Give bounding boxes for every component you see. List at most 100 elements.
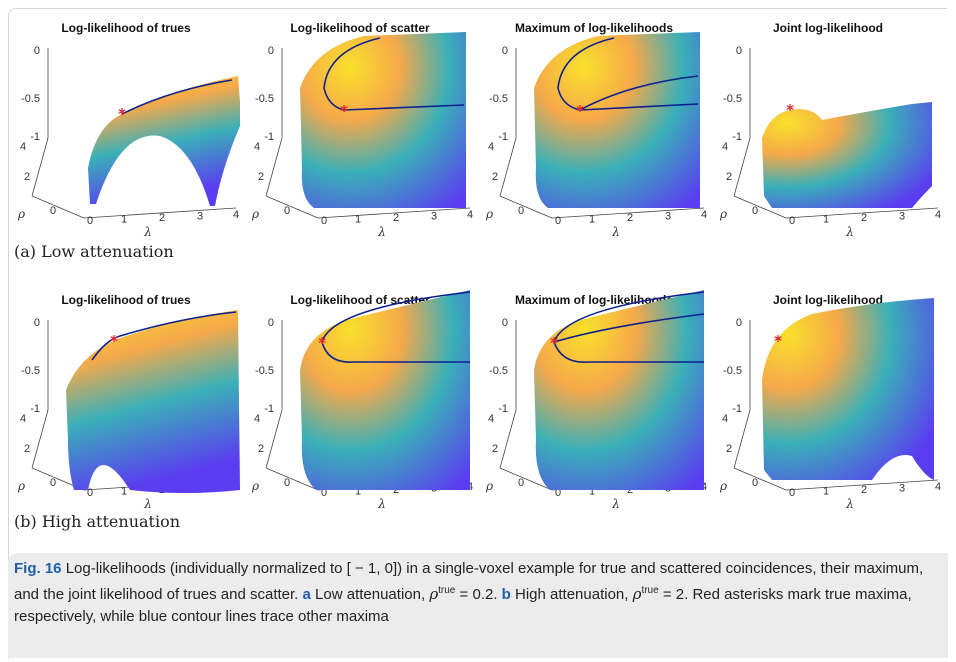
- caption-b-text: High attenuation,: [515, 586, 629, 603]
- rho-tick-label: 0: [752, 477, 758, 489]
- rho-tick-label: 0: [518, 477, 524, 489]
- lambda-axis-label: λ: [377, 225, 386, 239]
- caption-a-text: Low attenuation,: [315, 586, 426, 603]
- lambda-tick-label: 3: [899, 483, 905, 495]
- rho-axis-label: ρ: [17, 479, 25, 493]
- likelihood-surface: [66, 310, 240, 493]
- rho-tick-label: 2: [24, 443, 30, 455]
- figure-caption: Fig. 16 Log-likelihoods (individually no…: [14, 558, 934, 628]
- rho-tick-label: 0: [284, 205, 290, 217]
- z-tick-label: -0.5: [723, 93, 742, 105]
- axis-lines: [499, 320, 705, 491]
- likelihood-surface: [88, 76, 240, 206]
- rho-axis-label: ρ: [485, 479, 493, 493]
- true-maximum-asterisk: *: [318, 334, 326, 352]
- lambda-tick-label: 1: [589, 486, 595, 498]
- lambda-tick-label: 0: [555, 487, 561, 499]
- axis-lines: [265, 48, 471, 219]
- rho-tick-label: 0: [518, 205, 524, 217]
- rho-tick-label: 2: [258, 171, 264, 183]
- z-tick-label: -1: [732, 403, 742, 415]
- caption-b-value: = 2. Red asterisks mark true maxima, res…: [14, 586, 912, 625]
- lambda-tick-label: 4: [935, 481, 941, 493]
- lambda-tick-label: 1: [121, 214, 127, 226]
- subfigure-label-a: (a) Low attenuation: [14, 242, 174, 261]
- likelihood-surface: [300, 32, 466, 208]
- likelihood-surface: [534, 290, 704, 490]
- axis-lines: [733, 48, 939, 219]
- lambda-tick-label: 0: [87, 215, 93, 227]
- likelihood-surface: [534, 32, 700, 208]
- maxima-contour-line: [91, 311, 237, 361]
- lambda-tick-label: 1: [355, 486, 361, 498]
- axis-lines: [265, 320, 471, 491]
- lambda-tick-label: 0: [321, 215, 327, 227]
- surface-plot: Log-likelihood of trues 0 -0.5 -1 4 2 0 ρ 0 1 2 3 4 λ…: [17, 21, 240, 239]
- z-tick-label: -0.5: [489, 93, 508, 105]
- z-tick-label: 0: [268, 45, 274, 57]
- z-tick-label: -1: [30, 403, 40, 415]
- panel-maximum-high: Maximum of log-likelihoods0-0.5-1420ρ012…: [478, 290, 710, 511]
- surface-plot: Maximum of log-likelihoods0-0.5-1420ρ012…: [485, 290, 707, 511]
- z-tick-label: 0: [736, 45, 742, 57]
- lambda-tick-label: 3: [431, 211, 437, 223]
- caption-a-label: a: [302, 586, 311, 603]
- z-tick-label: 0: [34, 45, 40, 57]
- z-tick-label: 0: [268, 317, 274, 329]
- lambda-tick-label: 1: [121, 486, 127, 498]
- lambda-tick-label: 2: [861, 484, 867, 496]
- rho-tick-label: 0: [50, 205, 56, 217]
- lambda-tick-label: 0: [789, 487, 795, 499]
- lambda-tick-label: 0: [789, 215, 795, 227]
- maxima-contour-line: [553, 291, 705, 363]
- lambda-axis-label: λ: [845, 497, 854, 511]
- z-tick-label: 0: [502, 45, 508, 57]
- axis-lines: [31, 48, 237, 219]
- caption-a-math: ρ: [429, 585, 439, 603]
- maxima-contour-line: [121, 79, 233, 115]
- z-tick-label: 0: [736, 317, 742, 329]
- surface-plot: Joint log-likelihood 0 -0.5 -1 4 2 0 ρ 0 1 2 3 4 λ *: [719, 21, 941, 239]
- rho-axis-label: ρ: [251, 207, 259, 221]
- rho-tick-label: 2: [24, 171, 30, 183]
- rho-tick-label: 4: [488, 141, 494, 153]
- caption-a-sup: true: [438, 585, 456, 596]
- panel-trues-low: Log-likelihood of trues 0 -0.5 -1 4 2 0 ρ 0 1 2 3 4 λ…: [10, 18, 242, 239]
- rho-tick-label: 4: [722, 141, 728, 153]
- caption-text: Log-likelihoods (individually normalized…: [14, 560, 924, 603]
- lambda-tick-label: 2: [861, 212, 867, 224]
- lambda-axis-label: λ: [143, 225, 152, 239]
- lambda-tick-label: 2: [393, 212, 399, 224]
- lambda-tick-label: 3: [665, 211, 671, 223]
- z-tick-label: -1: [264, 131, 274, 143]
- lambda-axis-label: λ: [377, 497, 386, 511]
- rho-tick-label: 2: [726, 171, 732, 183]
- caption-b-label: b: [501, 586, 511, 603]
- panel-scatter-low: Log-likelihood of scatter 0 -0.5 -1 4 2 0 ρ 0 1 2 3…: [244, 18, 476, 239]
- lambda-tick-label: 0: [321, 487, 327, 499]
- rho-axis-label: ρ: [251, 479, 259, 493]
- row-high-attenuation: Log-likelihood of trues 0 -0.5 -1 4 2 0 ρ 0 1 2 3 4 λ…: [10, 290, 946, 511]
- rho-tick-label: 4: [488, 413, 494, 425]
- rho-tick-label: 4: [20, 141, 26, 153]
- rho-tick-label: 2: [492, 443, 498, 455]
- lambda-tick-label: 4: [935, 209, 941, 221]
- z-tick-label: 0: [502, 317, 508, 329]
- z-tick-label: -0.5: [489, 365, 508, 377]
- rho-tick-label: 4: [20, 413, 26, 425]
- true-maximum-asterisk: *: [340, 102, 348, 120]
- axis-lines: [31, 320, 237, 491]
- rho-tick-label: 2: [726, 443, 732, 455]
- true-maximum-asterisk: *: [550, 334, 558, 352]
- likelihood-surface: [300, 290, 470, 490]
- subfigure-label-b: (b) High attenuation: [14, 512, 181, 531]
- z-tick-label: -0.5: [255, 93, 274, 105]
- z-tick-label: -1: [498, 131, 508, 143]
- panel-trues-high: Log-likelihood of trues0-0.5-1420ρ01234λ…: [10, 290, 242, 511]
- lambda-axis-label: λ: [143, 497, 152, 511]
- panel-title: Maximum of log-likelihoods: [515, 21, 673, 35]
- maxima-contour-line: [557, 37, 699, 111]
- rho-axis-label: ρ: [719, 479, 727, 493]
- lambda-axis-label: λ: [611, 497, 620, 511]
